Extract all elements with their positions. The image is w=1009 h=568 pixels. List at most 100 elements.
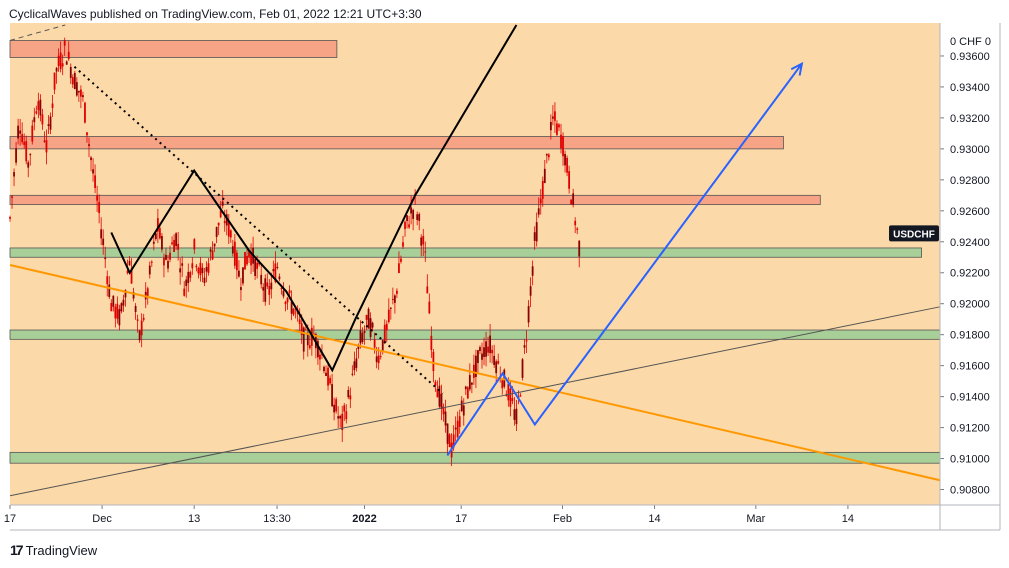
candle-body bbox=[535, 222, 538, 242]
candle-body bbox=[175, 233, 178, 247]
symbol-badge[interactable]: USDCHF bbox=[889, 225, 939, 242]
candle-body bbox=[21, 134, 24, 143]
x-tick-label: Feb bbox=[553, 513, 572, 525]
candle-body bbox=[566, 157, 568, 173]
candle-body bbox=[501, 380, 504, 389]
candle-body bbox=[533, 232, 536, 241]
y-tick-label: 0.93600 bbox=[950, 51, 990, 63]
candle-body bbox=[161, 236, 163, 250]
candle-body bbox=[410, 207, 412, 214]
candle-body bbox=[396, 290, 398, 294]
candle-body bbox=[35, 111, 38, 114]
candle-body bbox=[485, 341, 487, 357]
candle-body bbox=[398, 263, 400, 274]
candle-body bbox=[209, 249, 212, 252]
candle-body bbox=[317, 340, 319, 358]
candle-body bbox=[489, 335, 492, 354]
candle-body bbox=[468, 375, 471, 390]
candle-body bbox=[142, 317, 145, 320]
candle-body bbox=[531, 266, 534, 276]
candle-body bbox=[258, 262, 261, 265]
candle-body bbox=[159, 228, 161, 239]
candle-body bbox=[339, 415, 342, 419]
candle-body bbox=[39, 99, 42, 116]
candle-body bbox=[347, 389, 350, 398]
candle-body bbox=[213, 243, 216, 247]
candle-body bbox=[88, 144, 90, 146]
candle-body bbox=[152, 241, 155, 244]
candle-body bbox=[61, 63, 64, 67]
candle-body bbox=[84, 102, 86, 123]
candle-body bbox=[195, 265, 198, 268]
candle-body bbox=[177, 243, 180, 250]
candle-body bbox=[140, 320, 143, 336]
candle-body bbox=[167, 260, 169, 269]
candle-body bbox=[428, 301, 431, 314]
candle-body bbox=[71, 77, 74, 85]
candle-body bbox=[523, 345, 526, 348]
candle-body bbox=[49, 116, 52, 130]
candle-body bbox=[69, 66, 72, 78]
grey-trendline bbox=[9, 306, 941, 497]
candle-body bbox=[27, 162, 30, 168]
candle-body bbox=[400, 258, 402, 262]
candle-body bbox=[55, 67, 58, 72]
candle-body bbox=[225, 214, 228, 226]
dotted-trendline bbox=[73, 66, 444, 395]
candle-body bbox=[132, 292, 135, 299]
x-tick-label: 13:30 bbox=[263, 513, 291, 525]
candle-body bbox=[17, 125, 20, 139]
candle-body bbox=[325, 372, 327, 376]
candle-body bbox=[67, 51, 70, 60]
candle-body bbox=[519, 395, 522, 397]
candle-body bbox=[412, 209, 415, 219]
candle-body bbox=[282, 290, 285, 297]
candle-body bbox=[495, 361, 498, 374]
candle-body bbox=[244, 252, 246, 270]
candle-body bbox=[333, 404, 336, 413]
candle-body bbox=[278, 276, 281, 280]
candle-body bbox=[331, 384, 333, 407]
candle-body bbox=[454, 427, 457, 430]
candle-body bbox=[138, 330, 141, 341]
candle-body bbox=[357, 344, 360, 349]
x-axis: 17 Dec 13 13:30 2022 17 Feb 14 Mar 14 bbox=[4, 505, 854, 525]
candle-body bbox=[436, 389, 439, 398]
candle-body bbox=[187, 271, 190, 284]
tradingview-brand[interactable]: 17 TradingView bbox=[10, 542, 97, 558]
candle-body bbox=[353, 361, 356, 371]
candle-body bbox=[361, 332, 364, 342]
candle-body bbox=[341, 413, 344, 431]
candle-body bbox=[556, 123, 558, 135]
candle-body bbox=[446, 423, 449, 444]
candle-body bbox=[493, 355, 496, 365]
candle-body bbox=[110, 303, 113, 312]
candle-body bbox=[379, 356, 382, 358]
candle-body bbox=[238, 270, 240, 277]
y-tick-label: 0.90800 bbox=[950, 485, 990, 497]
candle-body bbox=[292, 308, 295, 315]
candle-body bbox=[120, 303, 123, 312]
candle-body bbox=[262, 287, 265, 291]
price-chart[interactable]: 0.90800 0.91000 0.91200 0.91400 0.91600 0.918… bbox=[0, 0, 1009, 535]
candle-body bbox=[112, 295, 115, 307]
candle-body bbox=[197, 268, 200, 274]
candle-body bbox=[63, 40, 66, 46]
candle-body bbox=[521, 359, 524, 378]
candle-body bbox=[466, 387, 469, 399]
candle-body bbox=[116, 303, 119, 319]
blue-projection-path bbox=[446, 63, 803, 457]
candle-body bbox=[280, 288, 283, 290]
candle-body bbox=[351, 373, 354, 375]
candle-body bbox=[199, 262, 202, 276]
candle-body bbox=[260, 274, 263, 285]
y-tick-label: 0.93200 bbox=[950, 113, 990, 125]
candle-body bbox=[483, 347, 485, 357]
projection-arrowhead bbox=[790, 61, 804, 76]
black-wave-path bbox=[110, 24, 518, 373]
candle-body bbox=[191, 263, 194, 269]
candle-body bbox=[128, 260, 131, 266]
candle-body bbox=[29, 154, 32, 156]
candle-body bbox=[57, 55, 60, 67]
candle-body bbox=[549, 121, 552, 131]
